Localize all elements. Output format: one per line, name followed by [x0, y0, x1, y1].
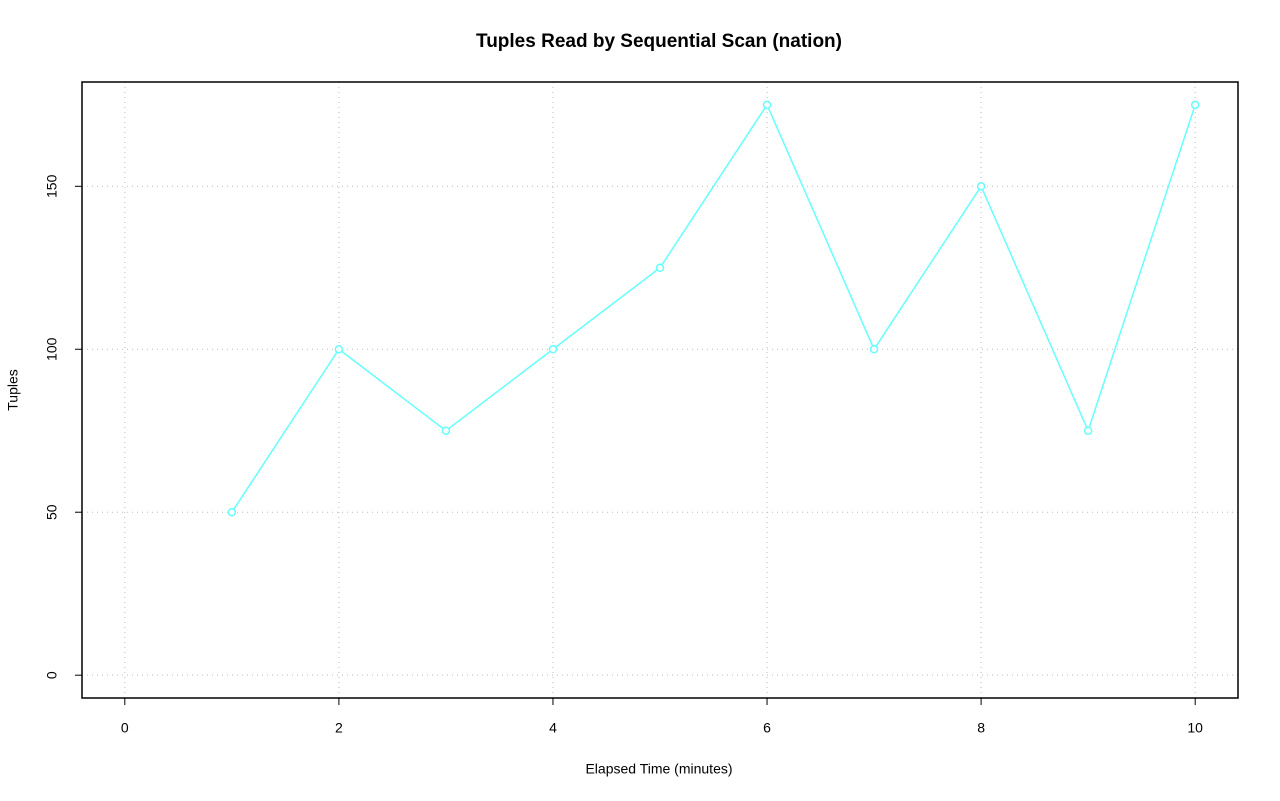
x-tick-label: 2 — [335, 720, 343, 736]
point — [976, 182, 986, 191]
series-line — [231, 103, 1196, 513]
point — [227, 507, 237, 517]
y-tick-label: 0 — [44, 671, 60, 679]
point — [655, 263, 665, 273]
x-tick-label: 8 — [977, 720, 985, 736]
point — [548, 345, 558, 354]
x-tick-label: 4 — [549, 720, 557, 736]
point — [334, 345, 344, 354]
point — [762, 100, 772, 110]
plot-frame — [81, 81, 1239, 699]
chart-title: Tuples Read by Sequential Scan (nation) — [476, 31, 842, 52]
y-tick-label: 100 — [44, 337, 60, 361]
point — [869, 345, 879, 354]
point — [1083, 426, 1093, 435]
point — [441, 426, 451, 435]
y-tick-label: 50 — [44, 504, 60, 520]
y-tick-label: 150 — [44, 174, 60, 198]
x-tick-label: 10 — [1187, 720, 1203, 736]
x-tick-label: 0 — [121, 720, 129, 736]
x-axis-label: Elapsed Time (minutes) — [585, 761, 732, 777]
y-axis-label: Tuples — [5, 369, 21, 411]
point — [1190, 100, 1200, 110]
x-tick-label: 6 — [763, 720, 771, 736]
